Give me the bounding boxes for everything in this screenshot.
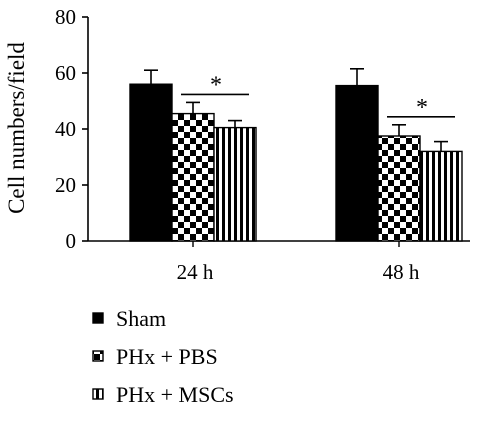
bar-vertical-stripes	[419, 150, 463, 242]
bar-solid	[129, 83, 173, 242]
significance-marker: *	[416, 95, 428, 121]
y-axis-title: Cell numbers/field	[4, 42, 29, 214]
y-tick-label: 0	[66, 229, 77, 253]
bar-solid	[335, 84, 379, 242]
legend: Sham PHx + PBS PHx + MSCs	[92, 306, 234, 407]
significance-marker: *	[210, 72, 222, 98]
legend-label: Sham	[116, 306, 166, 331]
legend-swatch-solid	[92, 312, 104, 324]
bar-vertical-stripes	[213, 126, 257, 242]
legend-swatch-vertical-stripes	[92, 388, 104, 400]
x-category-label: 24 h	[177, 260, 214, 284]
y-tick-label: 80	[55, 5, 76, 29]
legend-swatch-checker	[92, 350, 104, 362]
y-tick-label: 40	[55, 117, 76, 141]
y-tick-label: 60	[55, 61, 76, 85]
bars-group: 24 h 48 h	[129, 68, 463, 284]
x-category-label: 48 h	[383, 260, 420, 284]
bar-checker	[171, 112, 215, 242]
y-tick-label: 20	[55, 173, 76, 197]
annotations-group: **	[181, 72, 455, 121]
legend-label: PHx + MSCs	[116, 382, 234, 407]
legend-label: PHx + PBS	[116, 344, 218, 369]
bar-checker	[377, 135, 421, 242]
